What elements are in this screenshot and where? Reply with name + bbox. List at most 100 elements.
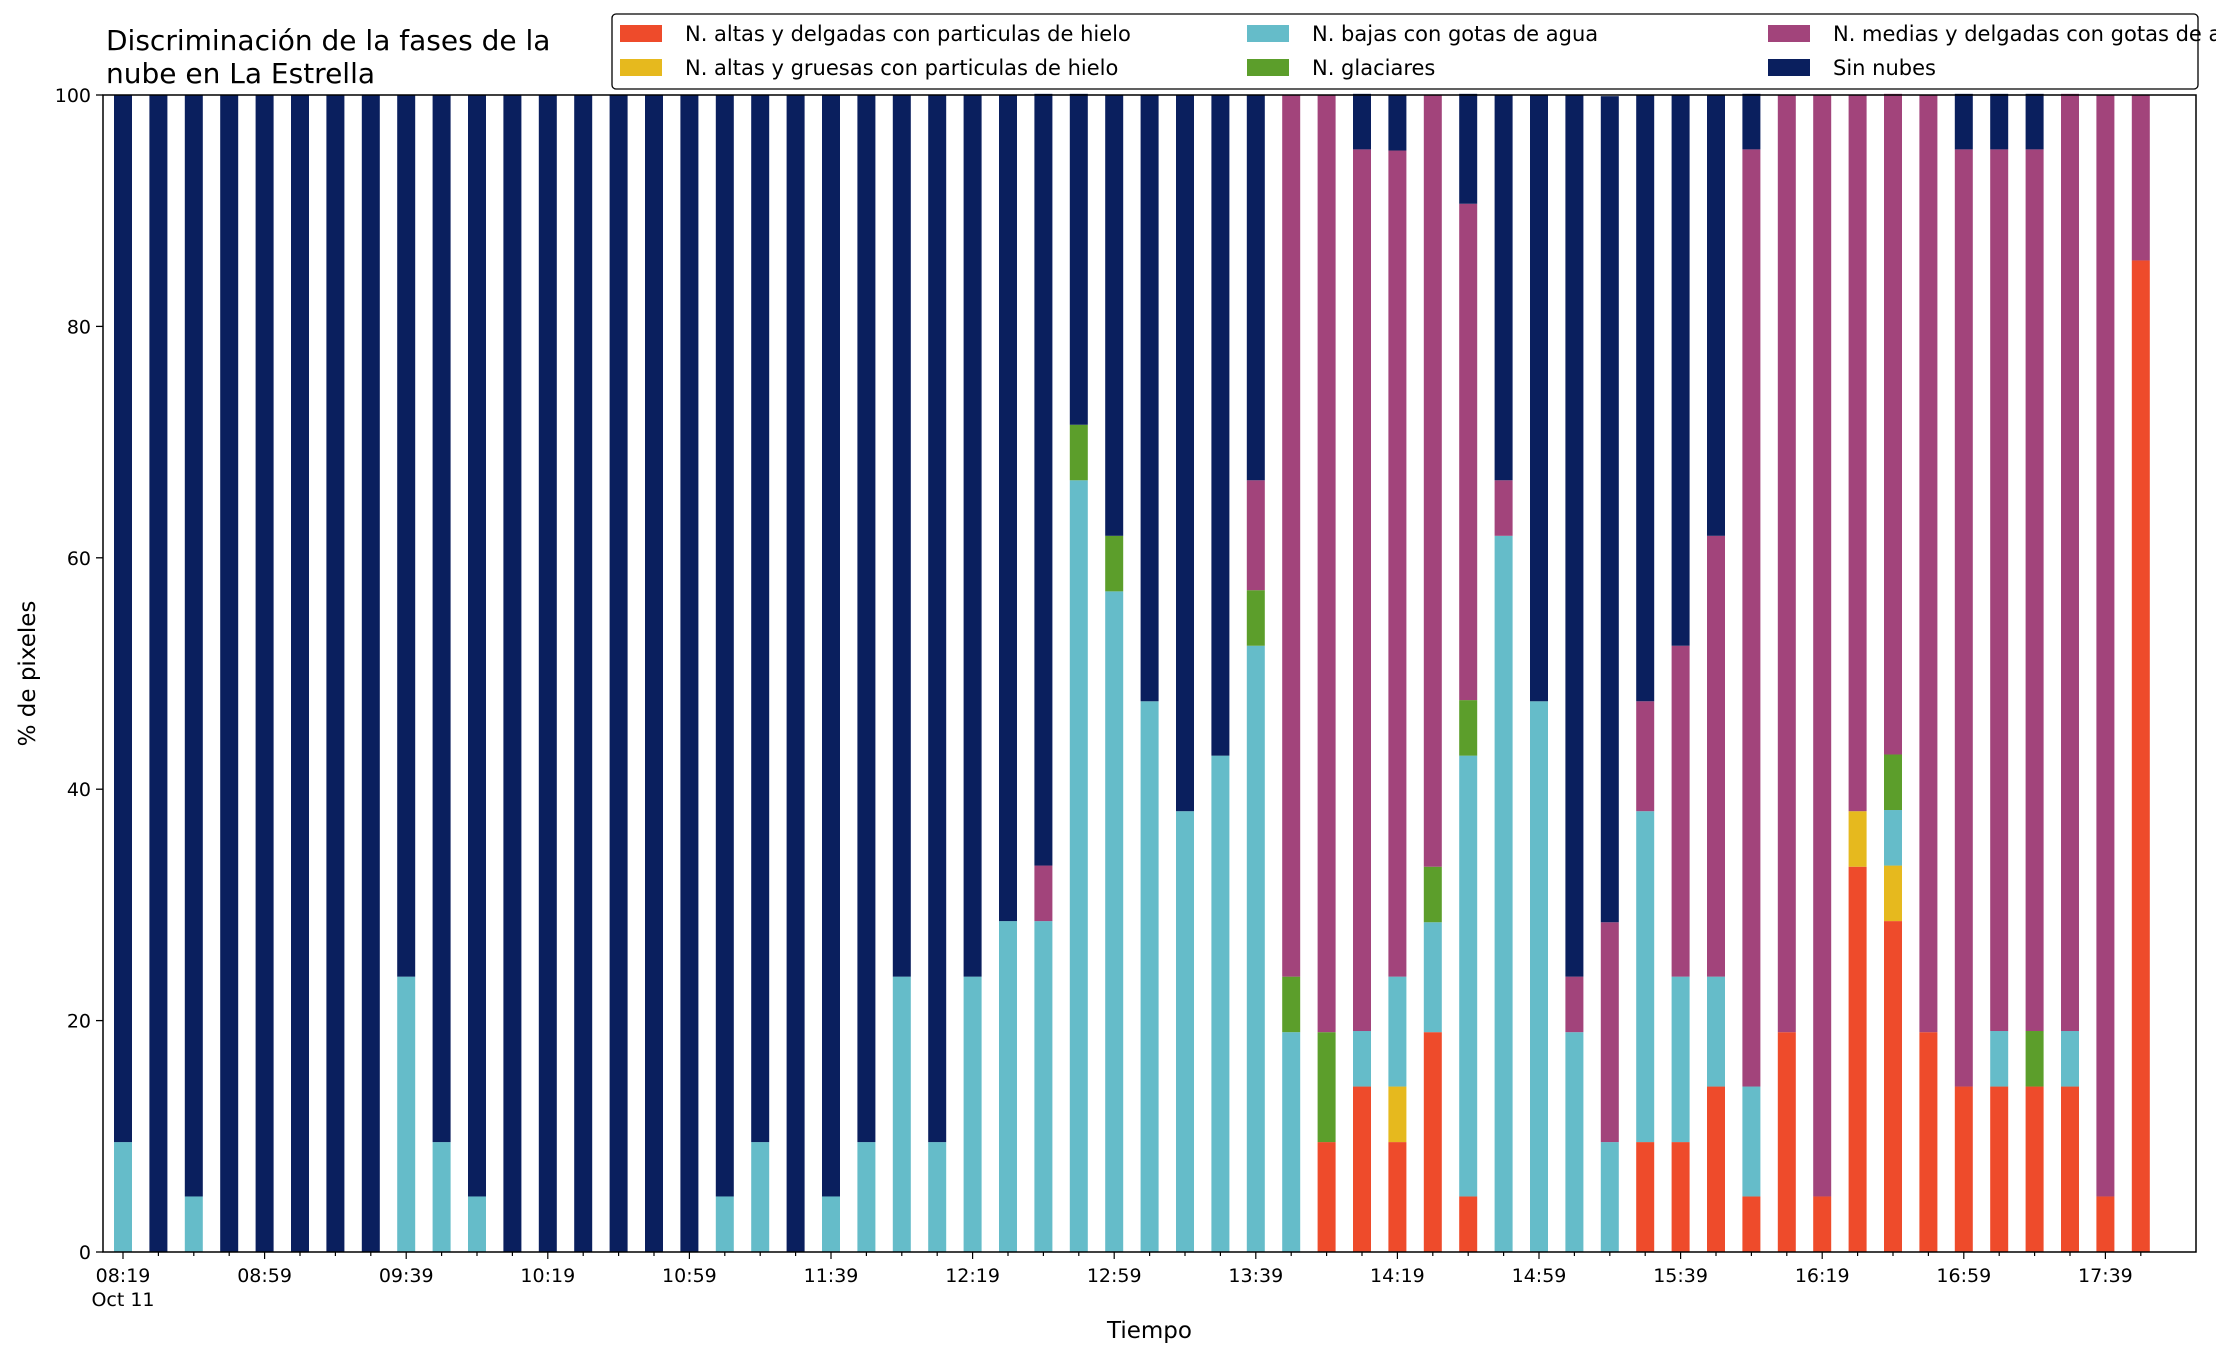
legend-label: N. altas y delgadas con particulas de hi… (685, 22, 1131, 46)
bar-segment (1211, 95, 1230, 756)
legend-swatch (1768, 25, 1810, 42)
bar-segment (1530, 701, 1548, 1252)
bars (114, 93, 2150, 1252)
bar-segment (1671, 645, 1690, 977)
bar-segment (291, 95, 309, 1252)
bar-segment (892, 976, 911, 1252)
bar-segment (1565, 95, 1584, 977)
x-tick-sublabel: Oct 11 (91, 1289, 154, 1311)
legend-swatch (1768, 59, 1810, 76)
legend-label: N. altas y gruesas con particulas de hie… (685, 56, 1118, 80)
x-tick-label: 13:39 (1228, 1265, 1283, 1287)
bar-segment (397, 95, 416, 977)
x-tick-label: 12:19 (945, 1265, 1000, 1287)
bar-segment (1353, 1086, 1371, 1252)
legend-swatch (620, 25, 662, 42)
bar-segment (574, 95, 593, 1252)
bar-segment (1211, 755, 1230, 1252)
x-tick-label: 16:19 (1795, 1265, 1850, 1287)
bar-segment (1600, 96, 1619, 923)
bar-segment (1884, 810, 1902, 866)
bar-segment (1388, 150, 1407, 977)
bar-segment (432, 95, 451, 1143)
bar-segment (1707, 976, 1725, 1087)
bar-segment (1848, 811, 1867, 867)
bar-segment (715, 1196, 734, 1252)
y-tick-label: 60 (67, 548, 91, 570)
bar-segment (1034, 865, 1053, 922)
bar-segment (1530, 95, 1548, 702)
bar-segment (1105, 535, 1124, 592)
bar-segment (1494, 480, 1513, 536)
bar-segment (1742, 149, 1761, 1087)
x-tick-label: 15:39 (1653, 1265, 1708, 1287)
bar-segment (963, 976, 982, 1252)
bar-segment (1813, 1196, 1832, 1252)
y-tick-label: 0 (79, 1242, 91, 1264)
bar-segment (1954, 149, 1973, 1087)
x-axis-label: Tiempo (1106, 1318, 1192, 1344)
bar-segment (1565, 976, 1584, 1033)
bar-segment (184, 95, 203, 1197)
bar-segment (2025, 1031, 2044, 1087)
bar-segment (2096, 95, 2115, 1197)
bar-segment (1423, 866, 1442, 923)
bar-segment (1459, 93, 1478, 204)
bar-segment (2131, 95, 2150, 261)
bar-segment (1282, 1032, 1301, 1252)
bar-segment (1423, 1032, 1442, 1252)
bar-segment (1353, 93, 1371, 150)
bar-segment (1600, 922, 1619, 1143)
bar-segment (857, 1142, 876, 1252)
bar-segment (2131, 260, 2150, 1252)
bar-segment (751, 1142, 770, 1252)
bar-segment (1246, 95, 1265, 481)
x-tick-label: 09:39 (379, 1265, 434, 1287)
bar-segment (1388, 95, 1407, 151)
bar-segment (1636, 1142, 1655, 1252)
bar-segment (928, 1142, 947, 1252)
bar-segment (468, 1196, 486, 1252)
bar-segment (432, 1142, 451, 1252)
bar-segment (1034, 93, 1053, 866)
bar-segment (2096, 1196, 2115, 1252)
bar-segment (1105, 591, 1124, 1252)
bar-segment (1777, 1032, 1796, 1252)
bar-segment (822, 95, 840, 1197)
bar-segment (1990, 149, 2009, 1032)
legend-label: N. bajas con gotas de agua (1312, 22, 1598, 46)
bar-segment (1282, 95, 1301, 977)
x-tick-label: 10:59 (662, 1265, 717, 1287)
bar-segment (1069, 424, 1088, 481)
bar-segment (680, 95, 699, 1252)
bar-segment (1282, 976, 1301, 1033)
bar-segment (1954, 1086, 1973, 1252)
y-tick-label: 40 (67, 779, 91, 801)
bar-segment (2061, 1031, 2079, 1087)
bar-segment (1565, 1032, 1584, 1252)
bar-segment (1884, 865, 1902, 922)
legend-label: N. medias y delgadas con gotas de agua (1833, 22, 2216, 46)
y-tick-label: 80 (67, 316, 91, 338)
legend-swatch (1247, 59, 1289, 76)
bar-segment (928, 95, 947, 1143)
bar-segment (1353, 149, 1371, 1032)
bar-segment (1848, 95, 1867, 812)
bar-segment (1140, 701, 1159, 1252)
bar-segment (2025, 93, 2044, 150)
x-tick-label: 11:39 (804, 1265, 859, 1287)
bar-segment (114, 1142, 132, 1252)
bar-segment (1742, 1196, 1761, 1252)
bar-segment (2025, 1086, 2044, 1252)
y-tick-label: 100 (55, 85, 91, 107)
legend-swatch (620, 59, 662, 76)
bar-segment (1600, 1142, 1619, 1252)
bar-segment (1494, 535, 1513, 1252)
bar-segment (397, 976, 416, 1252)
x-tick-label: 14:19 (1370, 1265, 1425, 1287)
bar-segment (1990, 1031, 2009, 1087)
bar-segment (892, 95, 911, 977)
bar-segment (1388, 1142, 1407, 1252)
